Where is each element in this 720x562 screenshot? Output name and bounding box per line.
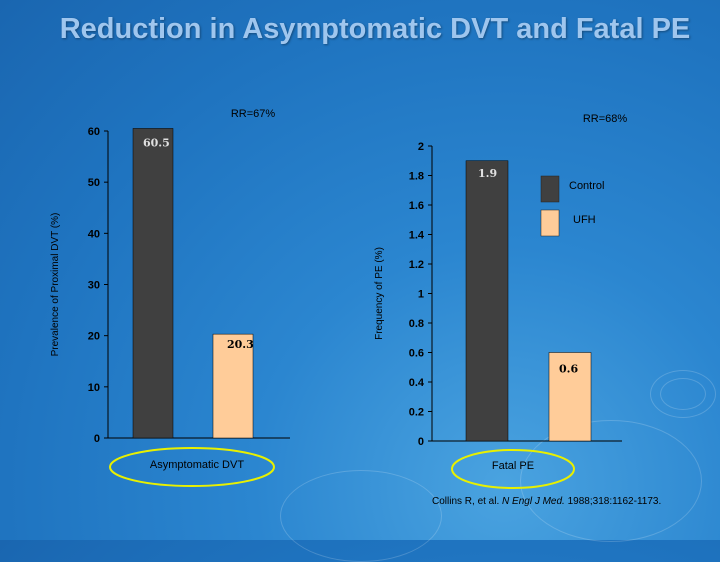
y-tick-label: 0.6	[409, 348, 424, 360]
y-tick-label: 0	[418, 436, 424, 448]
y-tick-label: 0.8	[409, 318, 424, 330]
highlight-ellipse	[451, 449, 575, 489]
x-axis-label: Fatal PE	[492, 460, 534, 472]
bar-control	[132, 128, 174, 439]
y-tick-label: 20	[88, 331, 100, 343]
data-label: 60.5	[143, 136, 170, 149]
citation-authors: Collins R, et al.	[432, 496, 503, 507]
y-tick-label: 60	[88, 126, 100, 138]
ripple-decoration	[650, 370, 716, 418]
y-tick-label: 1.6	[409, 200, 424, 212]
legend-label: UFH	[573, 214, 596, 226]
slide-title: Reduction in Asymptomatic DVT and Fatal …	[59, 13, 691, 45]
y-tick-label: 1.2	[409, 259, 424, 271]
citation-journal: N Engl J Med.	[502, 496, 565, 507]
data-label: 0.6	[559, 363, 578, 376]
legend-swatch-ufh	[540, 209, 560, 237]
x-axis-label: Asymptomatic DVT	[150, 459, 244, 471]
y-tick-label: 40	[88, 228, 100, 240]
data-label: 1.9	[478, 167, 497, 180]
y-tick-label: 1.4	[409, 230, 425, 242]
bar-ufh	[212, 333, 254, 439]
data-label: 20.3	[227, 338, 254, 351]
chart-title: RR=67%	[231, 108, 276, 120]
y-tick-label: 50	[88, 177, 100, 189]
y-tick-label: 2	[418, 141, 424, 153]
y-tick-label: 1.8	[409, 171, 424, 183]
chart-title: RR=68%	[583, 113, 628, 125]
legend-swatch-control	[540, 175, 560, 203]
y-tick-label: 30	[88, 280, 100, 292]
citation: Collins R, et al. N Engl J Med. 1988;318…	[432, 496, 661, 507]
legend-label: Control	[569, 180, 604, 192]
y-tick-label: 10	[88, 382, 100, 394]
citation-details: 1988;318:1162-1173.	[564, 496, 662, 507]
y-tick-label: 0.2	[409, 407, 424, 419]
y-tick-label: 0	[94, 433, 100, 445]
bar-ufh	[548, 352, 592, 442]
y-axis-label: Prevalence of Proximal DVT (%)	[50, 213, 61, 357]
y-tick-label: 1	[418, 289, 424, 301]
y-axis-label: Frequency of PE (%)	[374, 247, 385, 340]
bar-control	[465, 160, 509, 442]
y-tick-label: 0.4	[409, 377, 425, 389]
highlight-ellipse	[109, 447, 275, 487]
